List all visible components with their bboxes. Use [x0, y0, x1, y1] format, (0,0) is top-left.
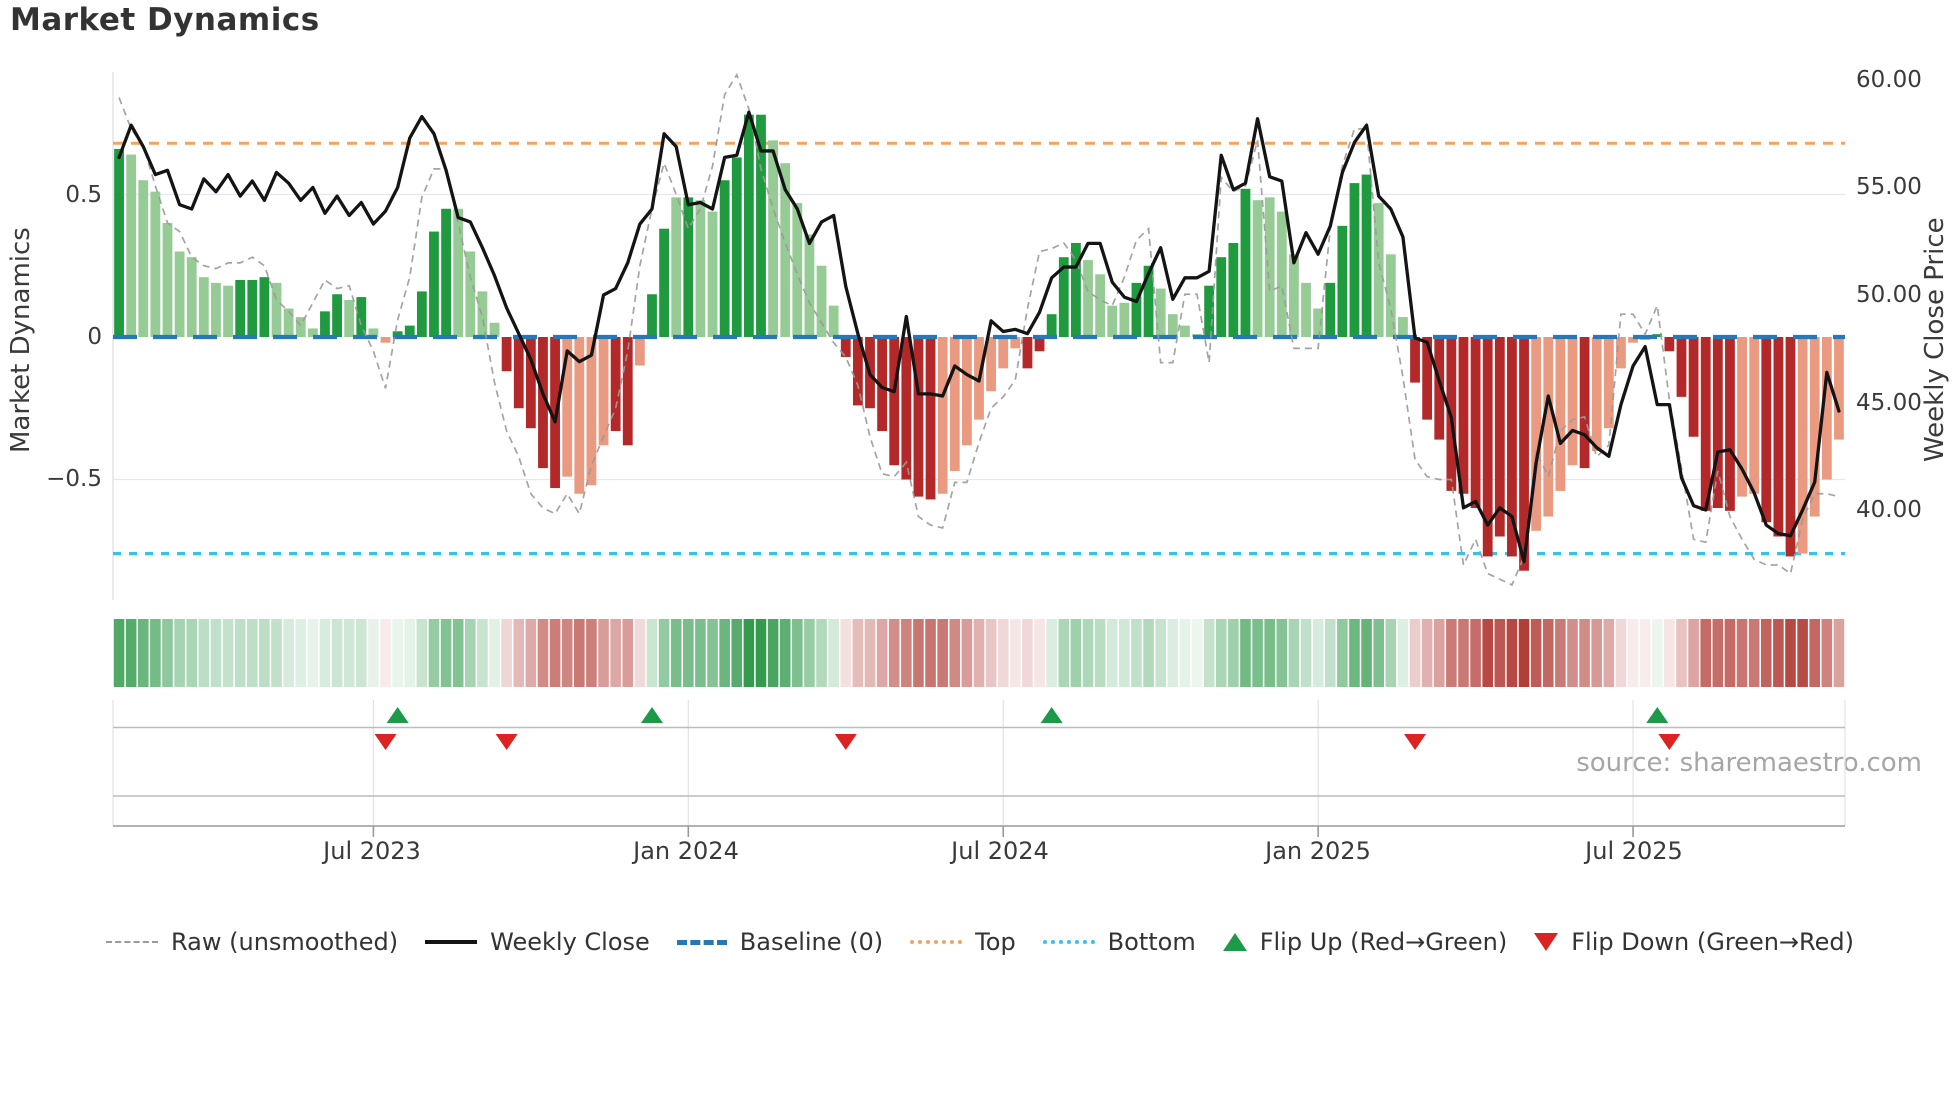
left-tick-0p5: 0.5: [65, 182, 102, 208]
legend-item-flip-up: Flip Up (Red→Green): [1222, 928, 1508, 956]
x-tick-jul-2023: Jul 2023: [323, 837, 421, 865]
legend-item-bottom: Bottom: [1042, 928, 1196, 956]
legend-item-raw: Raw (unsmoothed): [106, 928, 398, 956]
legend-label: Top: [975, 928, 1016, 956]
x-tick-jan-2024: Jan 2024: [633, 837, 739, 865]
left-tick-m0p5: −0.5: [46, 466, 102, 492]
page-title: Market Dynamics: [10, 2, 320, 38]
legend-label: Bottom: [1107, 928, 1196, 956]
right-tick-55: 55.00: [1856, 174, 1922, 200]
legend-item-top: Top: [910, 928, 1016, 956]
raw-line-sample-icon: [106, 941, 158, 943]
left-tick-0: 0: [87, 324, 102, 350]
legend-item-weekly-close: Weekly Close: [425, 928, 650, 956]
right-tick-45: 45.00: [1856, 390, 1922, 416]
bottom-line-sample-icon: [1042, 940, 1095, 944]
right-tick-50: 50.00: [1856, 282, 1922, 308]
top-line-sample-icon: [910, 940, 963, 944]
legend-label: Raw (unsmoothed): [171, 928, 399, 956]
legend: Raw (unsmoothed) Weekly Close Baseline (…: [0, 928, 1960, 956]
close-line-sample-icon: [425, 940, 478, 944]
right-tick-40: 40.00: [1856, 497, 1922, 523]
legend-label: Flip Down (Green→Red): [1571, 928, 1854, 956]
x-tick-jan-2025: Jan 2025: [1265, 837, 1371, 865]
legend-item-baseline: Baseline (0): [676, 928, 884, 956]
legend-label: Weekly Close: [490, 928, 650, 956]
right-tick-60: 60.00: [1856, 67, 1922, 93]
flip-down-triangle-icon: [1534, 933, 1559, 951]
x-tick-jul-2025: Jul 2025: [1585, 837, 1683, 865]
legend-label: Baseline (0): [739, 928, 884, 956]
legend-label: Flip Up (Red→Green): [1259, 928, 1508, 956]
baseline-sample-icon: [676, 939, 727, 945]
flip-up-triangle-icon: [1222, 933, 1247, 951]
source-note: source: sharemaestro.com: [1576, 748, 1922, 778]
x-tick-jul-2024: Jul 2024: [951, 837, 1049, 865]
legend-item-flip-down: Flip Down (Green→Red): [1534, 928, 1854, 956]
